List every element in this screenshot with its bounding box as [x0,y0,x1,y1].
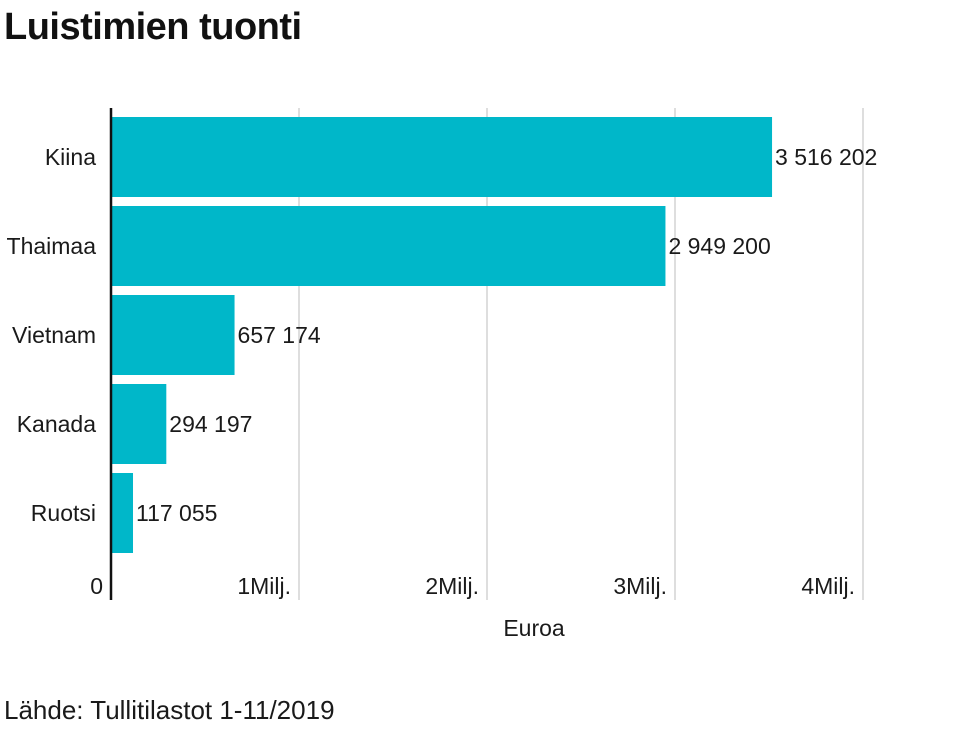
x-axis-title: Euroa [503,615,565,641]
source-note: Lähde: Tullitilastot 1-11/2019 [4,695,335,725]
bar [111,473,134,553]
x-tick-label: 1Milj. [237,573,291,599]
value-label: 657 174 [238,322,321,348]
labels: 0 1Milj. 2Milj. 3Milj. 4Milj. Kiina 3 516 202 T… [7,144,878,641]
x-tick-label: 2Milj. [425,573,479,599]
value-label: 2 949 200 [668,233,770,259]
bar [111,384,167,464]
value-label: 3 516 202 [775,144,877,170]
category-label: Thaimaa [7,233,97,259]
value-label: 294 197 [169,411,252,437]
x-tick-label: 3Milj. [613,573,667,599]
bar [111,117,773,197]
bars [111,117,773,553]
value-label: 117 055 [136,500,217,526]
bar [111,206,666,286]
category-label: Kanada [17,411,97,437]
x-tick-label: 0 [90,573,103,599]
bar [111,295,235,375]
category-label: Vietnam [12,322,96,348]
category-label: Kiina [45,144,96,170]
category-label: Ruotsi [31,500,96,526]
chart-title: Luistimien tuonti [4,6,302,48]
x-tick-label: 4Milj. [801,573,855,599]
